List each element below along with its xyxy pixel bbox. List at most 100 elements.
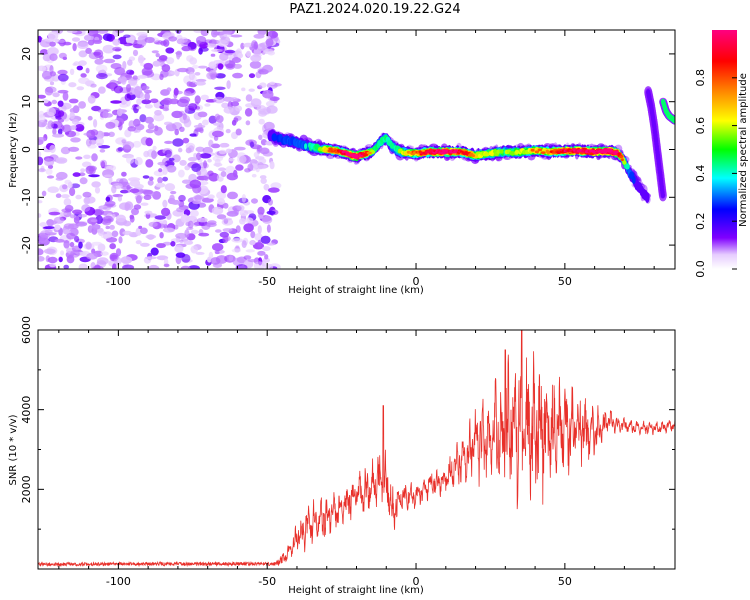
noise-blob: [188, 103, 198, 111]
noise-blob: [46, 175, 55, 179]
noise-blob: [54, 238, 65, 243]
noise-blob: [69, 68, 75, 76]
noise-blob: [124, 93, 132, 102]
noise-blob: [153, 126, 163, 136]
noise-blob: [263, 183, 270, 191]
noise-blob: [262, 257, 270, 263]
noise-blob: [213, 96, 225, 104]
noise-blob: [253, 151, 260, 158]
noise-blob: [87, 95, 96, 104]
noise-blob: [176, 207, 185, 213]
noise-blob: [61, 194, 70, 199]
noise-blob: [61, 184, 68, 190]
noise-blob: [160, 99, 170, 105]
noise-blob: [41, 99, 49, 104]
noise-blob: [147, 264, 160, 269]
noise-blob: [120, 256, 133, 264]
noise-blob: [194, 72, 201, 76]
noise-blob: [82, 191, 92, 198]
trace-cell: [620, 158, 624, 162]
noise-blob: [129, 188, 140, 194]
noise-blob: [250, 231, 256, 239]
trace-cell: [619, 155, 624, 159]
noise-blob: [180, 37, 188, 43]
noise-blob: [38, 200, 43, 204]
noise-blob: [144, 256, 157, 260]
noise-blob: [80, 168, 86, 173]
noise-blob: [244, 108, 253, 117]
noise-blob: [196, 152, 202, 161]
noise-blob: [38, 168, 46, 173]
noise-blob: [208, 39, 220, 45]
snr-xtick-label: 50: [558, 575, 572, 588]
noise-blob: [270, 182, 282, 190]
noise-blob: [85, 138, 92, 147]
noise-blob: [207, 194, 215, 199]
noise-blob: [169, 98, 179, 105]
noise-blob: [81, 204, 91, 212]
signal-trace: [265, 127, 651, 204]
noise-blob: [105, 196, 111, 202]
noise-blob: [42, 53, 52, 62]
noise-blob: [190, 245, 199, 254]
noise-blob: [217, 48, 226, 53]
noise-blob: [83, 197, 91, 205]
noise-blob: [116, 108, 123, 117]
noise-blob: [269, 96, 280, 102]
noise-blob: [212, 130, 224, 138]
noise-blob: [123, 42, 133, 47]
noise-blob: [182, 137, 190, 144]
noise-blob: [38, 119, 47, 128]
noise-field: [38, 30, 282, 269]
noise-blob: [211, 30, 218, 38]
noise-blob: [90, 129, 99, 136]
noise-blob: [218, 167, 227, 172]
noise-blob: [75, 156, 83, 160]
noise-blob: [158, 168, 163, 173]
noise-blob: [203, 160, 208, 169]
snr-ticks: -100 -50 0 50 2000 4000 6000: [20, 316, 675, 588]
noise-blob: [257, 43, 266, 52]
noise-blob: [83, 154, 91, 159]
noise-blob: [141, 99, 152, 105]
noise-blob: [179, 126, 185, 132]
noise-blob: [38, 234, 48, 244]
noise-blob: [163, 121, 173, 126]
noise-blob: [258, 118, 265, 125]
noise-blob: [178, 147, 183, 153]
noise-blob: [188, 265, 200, 269]
trace-cell: [534, 150, 540, 154]
noise-blob: [70, 183, 81, 189]
noise-blob: [194, 194, 202, 203]
noise-blob: [152, 191, 162, 200]
noise-blob: [78, 213, 87, 218]
snr-xtick-label: 0: [413, 575, 420, 588]
noise-blob: [140, 92, 145, 100]
noise-blob: [92, 265, 104, 269]
noise-blob: [257, 206, 265, 216]
noise-blob: [122, 60, 127, 70]
noise-blob: [38, 256, 45, 262]
noise-blob: [245, 120, 251, 126]
noise-blob: [46, 107, 57, 117]
noise-blob: [55, 193, 62, 198]
noise-blob: [38, 94, 46, 99]
noise-blob: [230, 97, 238, 102]
noise-blob: [162, 176, 169, 182]
noise-blob: [181, 45, 192, 52]
noise-blob: [69, 111, 75, 120]
noise-blob: [204, 103, 211, 107]
noise-blob: [100, 251, 109, 256]
noise-blob: [213, 135, 219, 141]
noise-blob: [154, 215, 167, 220]
spectrogram-xtick-label: -50: [258, 275, 276, 288]
noise-blob: [163, 263, 170, 268]
noise-blob: [241, 194, 247, 203]
noise-blob: [164, 183, 176, 192]
side-trace-cell: [660, 192, 666, 199]
trace-cell: [617, 152, 621, 156]
noise-blob: [176, 98, 189, 108]
noise-blob: [132, 118, 141, 127]
